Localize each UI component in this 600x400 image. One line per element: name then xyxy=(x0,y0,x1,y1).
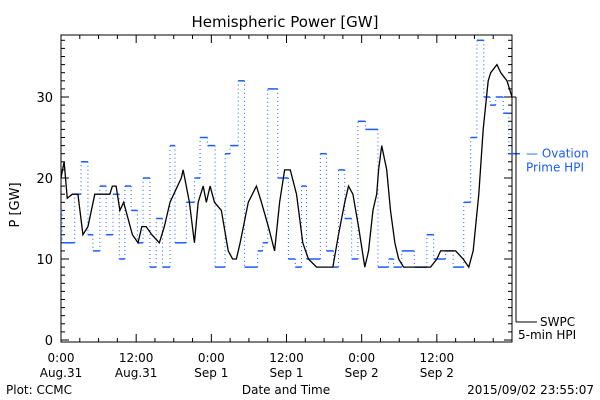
y-tick-label: 10 xyxy=(36,253,53,268)
footer-left: Plot: CCMC xyxy=(6,383,72,397)
x-tick-date: Aug.31 xyxy=(115,366,158,380)
x-tick-date: Sep 1 xyxy=(194,366,228,380)
x-tick-date: Sep 2 xyxy=(420,366,454,380)
x-tick-time: 12:00 xyxy=(420,351,455,365)
x-tick-time: 12:00 xyxy=(119,351,154,365)
y-tick-label: 30 xyxy=(36,91,53,106)
x-axis-label: Date and Time xyxy=(242,383,330,397)
x-tick-date: Sep 2 xyxy=(345,366,379,380)
y-tick-label: 0 xyxy=(45,334,53,349)
ovation-legend-label: Prime HPI xyxy=(526,161,584,175)
x-tick-time: 0:00 xyxy=(48,351,75,365)
ovation-legend-label: — Ovation xyxy=(526,147,589,161)
x-tick-time: 0:00 xyxy=(348,351,375,365)
swpc-legend-label: 5-min HPI xyxy=(518,328,576,342)
plot-frame xyxy=(60,34,513,343)
y-tick-label: 20 xyxy=(36,172,53,187)
y-axis-label: P [GW] xyxy=(8,182,23,227)
swpc-line xyxy=(60,63,513,269)
chart-title: Hemispheric Power [GW] xyxy=(192,13,379,31)
swpc-legend-label: SWPC xyxy=(540,315,575,329)
x-tick-time: 0:00 xyxy=(198,351,225,365)
x-tick-date: Sep 1 xyxy=(269,366,303,380)
x-tick-date: Aug.31 xyxy=(40,366,83,380)
x-tick-time: 12:00 xyxy=(269,351,304,365)
footer-right: 2015/09/02 23:55:07 xyxy=(467,383,594,397)
